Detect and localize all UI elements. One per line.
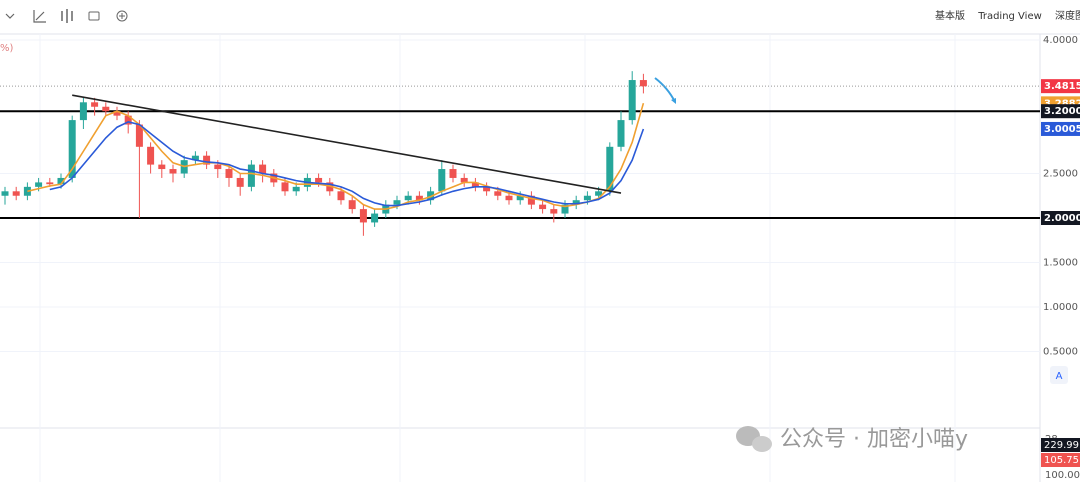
candle-body: [639, 80, 647, 87]
candle-body: [516, 195, 524, 201]
candle-body: [147, 146, 155, 165]
candle-body: [438, 169, 446, 192]
candle-body: [572, 200, 580, 205]
pane-note: %): [0, 43, 14, 54]
arrow-head: [671, 98, 676, 104]
price-label: 2.0000: [1044, 213, 1080, 224]
candle-body: [617, 120, 625, 147]
candle-body: [359, 209, 367, 223]
candle-body: [371, 213, 379, 223]
candle-body: [606, 146, 614, 192]
price-label-box: [1041, 104, 1080, 119]
candle-body: [595, 191, 603, 196]
watermark-icon: [736, 426, 772, 452]
watermark: 公众号 · 加密小喵y: [780, 427, 968, 452]
candle-body: [1, 191, 9, 196]
price-label: 3.4815: [1044, 81, 1080, 92]
candle-body: [79, 102, 87, 121]
candle-body: [259, 164, 267, 174]
candle-body: [35, 182, 43, 187]
price-label: 3.0005: [1044, 124, 1080, 135]
y-tick-label: 0.5000: [1043, 347, 1078, 358]
trendline: [72, 94, 622, 194]
candle-body: [348, 200, 356, 210]
candle-body: [214, 164, 222, 170]
candle-body: [471, 182, 479, 187]
price-label-box: [1041, 79, 1080, 94]
volume-label-box: [1041, 453, 1080, 467]
candle-body: [415, 195, 423, 201]
candle-body: [315, 177, 323, 183]
candle-body: [236, 177, 244, 187]
candle-body: [494, 191, 502, 196]
candle-body: [404, 195, 412, 201]
y-tick-label: 1.5000: [1043, 258, 1078, 269]
moving-average: [27, 102, 645, 210]
candle-body: [247, 164, 255, 187]
volume-label: 229.99: [1044, 440, 1079, 451]
candle-body: [460, 177, 468, 183]
v-grid: [39, 34, 956, 482]
toolbar-icons: [5, 9, 128, 23]
candle-body: [393, 200, 401, 205]
candle-body: [505, 195, 513, 201]
volume-axis-label: 100.00: [1045, 470, 1080, 481]
scale-button-label[interactable]: A: [1056, 371, 1063, 382]
y-tick-label: 2.5000: [1043, 169, 1078, 180]
candle-body: [124, 115, 132, 125]
price-label-box: [1041, 121, 1080, 136]
candle-body: [337, 191, 345, 201]
candle-body: [225, 169, 233, 178]
candle-body: [527, 195, 535, 205]
candle-body: [113, 111, 121, 116]
price-label: 3.2000: [1044, 106, 1080, 117]
candle-body: [539, 204, 547, 210]
candle-body: [550, 209, 558, 214]
scale-button[interactable]: [1050, 366, 1068, 384]
candle-body: [191, 155, 199, 161]
candle-body: [281, 182, 289, 192]
candle-body: [135, 124, 143, 147]
candle-body: [158, 164, 166, 170]
candle-body: [102, 106, 110, 112]
volume-label: 105.75: [1044, 455, 1079, 466]
candle-body: [57, 177, 65, 185]
price-label: 3.2882: [1044, 98, 1080, 109]
candle-body: [427, 191, 435, 201]
candle-body: [292, 186, 300, 192]
toolbar-item[interactable]: 深度图: [1055, 9, 1080, 22]
candle-body: [203, 155, 211, 165]
candle-body: [169, 169, 177, 174]
candle-body: [12, 191, 20, 196]
candle-body: [628, 80, 636, 121]
candle-body: [583, 195, 591, 201]
candle-body: [483, 186, 491, 192]
moving-average: [49, 121, 645, 207]
y-tick-label: 1.0000: [1043, 302, 1078, 313]
price-label-box: [1041, 211, 1080, 225]
toolbar-item[interactable]: Trading View: [977, 11, 1042, 22]
candle-body: [326, 182, 334, 192]
y-tick-label: 4.0000: [1043, 35, 1078, 46]
candle-body: [449, 169, 457, 178]
candle-body: [46, 182, 54, 185]
toolbar-item[interactable]: 基本版: [935, 9, 965, 22]
candle-body: [561, 204, 569, 214]
candle-body: [68, 120, 76, 178]
volume-label-box: [1041, 438, 1080, 452]
candle-body: [91, 102, 99, 107]
